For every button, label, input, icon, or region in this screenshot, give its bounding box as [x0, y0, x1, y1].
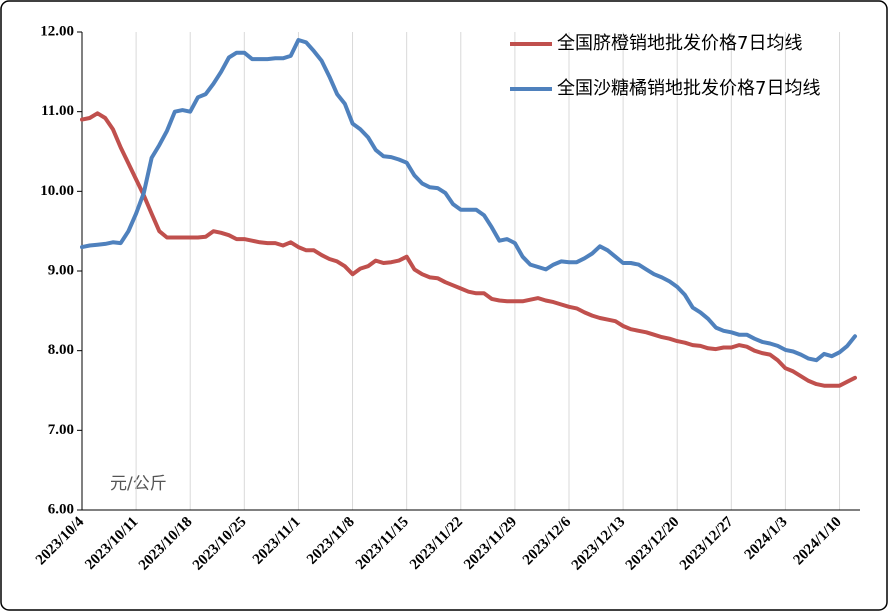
y-tick-label: 10.00 [40, 183, 74, 199]
y-tick-label: 11.00 [41, 103, 74, 119]
y-unit-annotation: 元/公斤 [110, 474, 167, 494]
series-line [80, 111, 857, 388]
y-tick-label: 7.00 [48, 422, 74, 438]
y-tick-label: 12.00 [40, 23, 74, 39]
series-line [80, 38, 857, 363]
y-tick-label: 9.00 [48, 262, 74, 278]
legend-label: 全国脐橙销地批发价格7日均线 [557, 33, 802, 54]
y-tick-label: 8.00 [48, 342, 74, 358]
legend-label: 全国沙糖橘销地批发价格7日均线 [557, 78, 820, 99]
y-tick-label: 6.00 [48, 501, 74, 517]
